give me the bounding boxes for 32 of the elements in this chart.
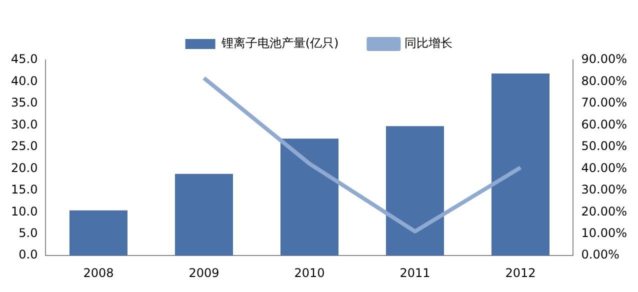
bar (69, 210, 128, 256)
x-tick-label: 2011 (400, 266, 430, 280)
y2-tick-label: 20.00% (581, 204, 628, 218)
x-tick-label: 2008 (83, 266, 114, 280)
y-tick-label: 5.0 (18, 226, 38, 240)
y2-tick-label: 0.00% (581, 248, 620, 262)
y-tick-label: 30.0 (11, 117, 38, 132)
y2-tick-label: 90.00% (581, 52, 628, 66)
y2-tick-label: 70.00% (581, 96, 628, 110)
y2-tick-label: 80.00% (581, 74, 628, 88)
y-tick-label: 0.0 (18, 248, 38, 262)
x-tick-label: 2010 (294, 266, 325, 280)
y-tick-label: 10.0 (11, 204, 38, 218)
y2-tick-label: 60.00% (581, 117, 628, 132)
y2-tick-label: 50.00% (581, 139, 628, 154)
y2-tick-label: 40.00% (581, 160, 628, 175)
y-tick-label: 45.0 (11, 52, 38, 66)
y-tick-label: 20.0 (11, 160, 38, 175)
bar (280, 138, 338, 256)
bar (174, 174, 233, 256)
bar (491, 73, 550, 256)
y2-tick-label: 10.00% (581, 226, 628, 240)
y-tick-label: 25.0 (11, 139, 38, 154)
x-tick-label: 2009 (188, 266, 220, 280)
y2-tick-label: 30.00% (581, 182, 628, 197)
bar (386, 126, 444, 256)
y-tick-label: 40.0 (11, 74, 38, 88)
y-tick-label: 35.0 (11, 96, 38, 110)
legend-label: 锂离子电池产量(亿只) (220, 36, 339, 50)
y-tick-label: 15.0 (11, 182, 38, 197)
legend-label: 同比增长 (404, 36, 453, 50)
x-tick-label: 2012 (505, 266, 536, 280)
